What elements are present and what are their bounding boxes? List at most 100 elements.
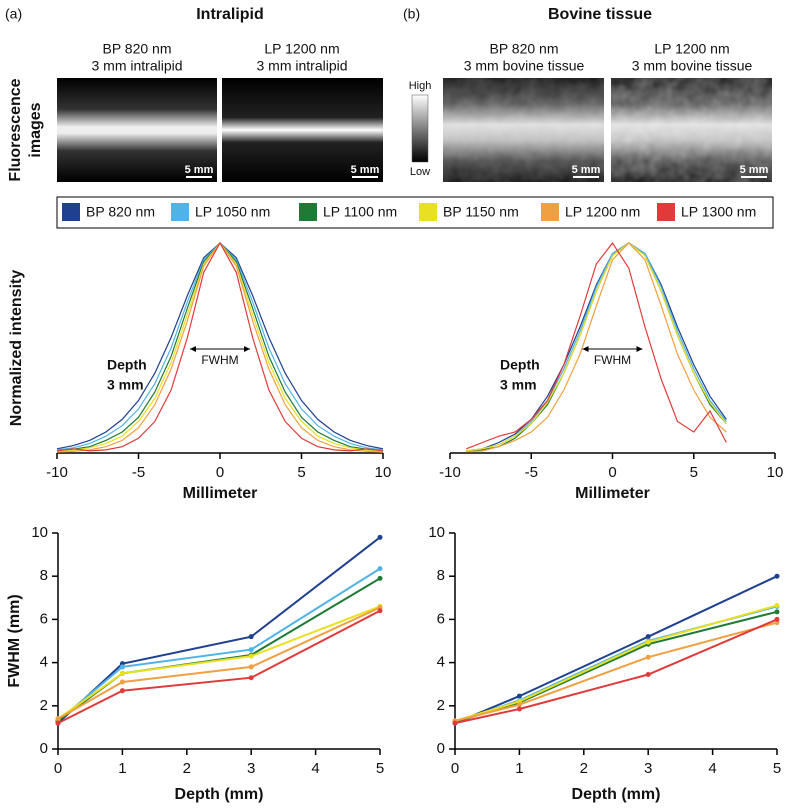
y-tick-label: 8 xyxy=(40,567,48,584)
legend-swatch xyxy=(62,203,80,221)
image-label: 3 mm intralipid xyxy=(91,58,182,74)
series-line xyxy=(57,567,381,722)
series-line xyxy=(454,618,778,725)
series-line xyxy=(57,609,381,724)
x-tick-label: -10 xyxy=(439,464,461,481)
colorbar-label: Low xyxy=(410,166,430,178)
x-tick-label: 0 xyxy=(216,464,224,481)
x-axis-label: Depth (mm) xyxy=(175,786,264,803)
data-point xyxy=(516,693,522,699)
scale-bar-label: 5 mm xyxy=(351,164,380,176)
data-point xyxy=(645,654,651,660)
x-tick-label: 4 xyxy=(311,760,319,777)
x-tick-label: -5 xyxy=(132,464,145,481)
data-point xyxy=(119,670,125,676)
image-label: LP 1200 nm xyxy=(654,41,729,57)
data-point xyxy=(119,679,125,685)
y-axis-label: Normalized intensity xyxy=(8,270,25,427)
data-point xyxy=(516,702,522,708)
series-line xyxy=(454,621,778,722)
x-tick-label: 5 xyxy=(297,464,305,481)
x-tick-label: 10 xyxy=(767,464,784,481)
data-point xyxy=(55,716,61,722)
image-label: 3 mm bovine tissue xyxy=(632,58,753,74)
row-label: Fluorescence xyxy=(7,78,24,181)
data-point xyxy=(645,639,651,645)
fluorescence-image xyxy=(222,78,383,182)
x-tick-label: 3 xyxy=(644,760,652,777)
legend-label: LP 1100 nm xyxy=(323,204,397,220)
data-point xyxy=(377,534,383,540)
y-axis-label: FWHM (mm) xyxy=(6,594,23,687)
data-point xyxy=(55,720,61,726)
annotation: Depth xyxy=(107,357,147,373)
legend-swatch xyxy=(657,203,675,221)
annotation: Depth xyxy=(500,357,540,373)
data-point xyxy=(774,602,780,608)
series-line xyxy=(56,242,384,452)
data-point xyxy=(248,634,254,640)
annotation: FWHM xyxy=(594,353,631,367)
image-label: 3 mm intralipid xyxy=(256,58,347,74)
x-axis-label: Millimeter xyxy=(183,485,258,502)
fluorescence-image xyxy=(57,78,217,182)
y-tick-label: 0 xyxy=(437,740,445,757)
legend-label: BP 820 nm xyxy=(86,204,155,220)
data-point xyxy=(248,664,254,670)
y-tick-label: 4 xyxy=(40,654,48,671)
x-axis-label: Depth (mm) xyxy=(572,786,661,803)
data-point xyxy=(119,664,125,670)
series-line xyxy=(56,241,384,453)
series-line xyxy=(466,242,727,452)
data-point xyxy=(516,706,522,712)
data-point xyxy=(774,616,780,622)
image-label: 3 mm bovine tissue xyxy=(464,58,585,74)
image-label: BP 820 nm xyxy=(489,41,558,57)
legend: BP 820 nm LP 1050 nm LP 1100 nm BP 1150 nm L… xyxy=(62,203,756,221)
series-line xyxy=(466,242,727,453)
x-tick-label: -10 xyxy=(46,464,68,481)
x-tick-label: 0 xyxy=(54,760,62,777)
x-tick-label: 2 xyxy=(183,760,191,777)
series-line xyxy=(56,242,384,451)
series-line xyxy=(56,241,384,452)
x-tick-label: 5 xyxy=(376,760,384,777)
x-tick-label: 3 xyxy=(247,760,255,777)
x-tick-label: 10 xyxy=(375,464,392,481)
series-line xyxy=(57,605,381,720)
image-texture xyxy=(611,78,772,182)
data-point xyxy=(645,671,651,677)
fwhm-arrowhead xyxy=(190,346,250,352)
panel-title: Intralipid xyxy=(196,6,264,23)
x-tick-label: 1 xyxy=(515,760,523,777)
annotation: FWHM xyxy=(201,353,238,367)
panel-label: (a) xyxy=(5,6,22,22)
series-line xyxy=(466,241,727,450)
series-line xyxy=(466,242,727,452)
data-point xyxy=(774,573,780,579)
colorbar xyxy=(411,94,429,163)
legend-swatch xyxy=(419,203,437,221)
legend-swatch xyxy=(171,203,189,221)
data-point xyxy=(377,575,383,581)
legend-box xyxy=(56,196,774,229)
image-label: LP 1200 nm xyxy=(264,41,339,57)
x-axis-label: Millimeter xyxy=(575,485,650,502)
data-point xyxy=(248,647,254,653)
legend-swatch xyxy=(299,203,317,221)
fwhm-arrowhead xyxy=(582,346,643,352)
panel-label: (b) xyxy=(403,6,420,22)
y-tick-label: 6 xyxy=(437,610,445,627)
x-tick-label: 5 xyxy=(690,464,698,481)
series-line xyxy=(466,242,727,453)
data-point xyxy=(377,608,383,614)
x-tick-label: 0 xyxy=(451,760,459,777)
image-texture xyxy=(443,78,604,182)
row-label: images xyxy=(27,102,44,157)
y-tick-label: 2 xyxy=(437,697,445,714)
x-tick-label: 2 xyxy=(580,760,588,777)
series-line xyxy=(56,242,384,450)
series-line xyxy=(454,604,778,722)
y-tick-label: 6 xyxy=(40,610,48,627)
